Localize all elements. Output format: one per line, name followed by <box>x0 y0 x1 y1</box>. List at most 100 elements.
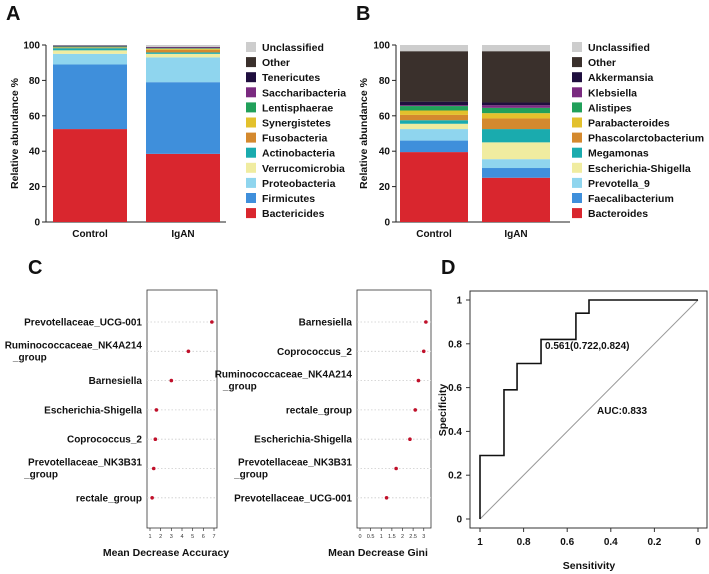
plot-box <box>356 289 432 529</box>
panel-label-b: B <box>356 3 370 25</box>
legend-swatch <box>246 208 256 219</box>
legend-label: Prevotella_9 <box>588 178 650 190</box>
category-label: Barnesiella <box>299 318 353 329</box>
bar-segment <box>400 114 468 121</box>
y-tick-label: 40 <box>379 147 391 158</box>
x-tick-label: 6 <box>202 534 205 540</box>
data-point <box>394 466 398 471</box>
category-label: Coprococcus_2 <box>277 347 352 358</box>
category-label: Ruminococcaceae_NK4A214 _group <box>215 370 353 393</box>
x-tick-label: 1 <box>148 534 151 540</box>
legend-swatch <box>246 193 256 203</box>
bar-segment <box>53 64 127 130</box>
y-tick-label: 80 <box>29 76 41 87</box>
bar-segment <box>53 46 127 48</box>
x-tick-label: 7 <box>212 534 215 540</box>
bar-segment <box>400 120 468 124</box>
y-tick-label: 0.2 <box>448 471 462 482</box>
x-tick-label: 0.5 <box>367 534 375 540</box>
bar-segment <box>482 45 550 52</box>
bar-segment <box>53 45 127 47</box>
x-tick-label: 0.8 <box>517 537 531 548</box>
data-point <box>151 466 156 471</box>
y-tick-label: 0 <box>34 218 40 229</box>
data-point <box>150 496 154 500</box>
x-tick-label: 0.2 <box>647 537 661 548</box>
y-tick-label: 20 <box>379 182 391 193</box>
bar-segment <box>482 129 550 143</box>
y-tick-label: 100 <box>23 41 40 52</box>
data-point <box>424 320 428 324</box>
y-axis-label: Relative abundance % <box>9 77 21 189</box>
panel-label-d: D <box>441 257 455 279</box>
y-axis-label: Specificity <box>437 384 449 437</box>
legend-swatch <box>572 132 582 143</box>
legend-label: Other <box>262 57 290 69</box>
y-tick-label: 0 <box>384 218 390 229</box>
category-label-line: _group <box>233 470 268 481</box>
legend-swatch <box>572 162 582 173</box>
bar-segment <box>400 105 468 107</box>
legend-swatch <box>246 42 256 52</box>
category-label-line: Ruminococcaceae_NK4A214 <box>215 370 353 381</box>
data-point <box>210 320 214 324</box>
chart-d-roc-curve: 1 0.8 0.6 0.4 0.2 0 0 0.2 0.4 0.6 0.8 1 Sensitivity S… <box>437 290 708 572</box>
data-point <box>186 349 191 354</box>
x-axis-label: Mean Decrease Accuracy <box>103 547 229 559</box>
x-tick-label: 3 <box>170 534 173 540</box>
bar-segment <box>400 106 468 111</box>
category-label: rectale_group <box>76 493 142 504</box>
bar-segment <box>482 102 550 106</box>
bar-segment <box>146 47 220 49</box>
legend-label: Bactericides <box>262 208 325 220</box>
x-category-label: Control <box>416 229 452 240</box>
legend-label: Parabacteroides <box>588 118 670 130</box>
bar-segment <box>400 101 468 106</box>
bar-segment <box>482 159 550 169</box>
legend-label: Bacteroides <box>588 208 648 220</box>
legend-swatch <box>572 87 582 98</box>
category-label: Ruminococcaceae_NK4A214 _group <box>5 340 143 363</box>
bar-segment <box>482 177 550 222</box>
legend-label: Unclassified <box>262 42 324 54</box>
y-tick-label: 1 <box>456 296 462 307</box>
panel-label-c: C <box>28 257 42 279</box>
legend-label: Escherichia-Shigella <box>588 163 691 175</box>
plot-box <box>469 290 708 529</box>
x-tick-label: 1 <box>380 534 383 540</box>
category-label: Prevotellaceae_NK3B31 _group <box>233 458 352 481</box>
legend-swatch <box>246 162 256 173</box>
bar-segment <box>400 123 468 130</box>
y-tick-label: 40 <box>29 147 41 158</box>
legend-swatch <box>572 177 582 188</box>
legend-swatch <box>572 193 582 203</box>
category-label: Escherichia-Shigella <box>254 435 352 446</box>
legend-label: Proteobacteria <box>262 178 336 190</box>
category-label-line: Prevotellaceae_NK3B31 <box>28 458 142 469</box>
legend-swatch <box>246 177 256 188</box>
legend-label: Tenericutes <box>262 72 320 84</box>
x-tick-label: 4 <box>180 534 183 540</box>
legend-swatch <box>572 117 582 128</box>
category-label-line: _group <box>222 382 257 393</box>
x-category-label: IgAN <box>171 229 194 240</box>
bar-segment <box>400 140 468 153</box>
y-tick-label: 0.8 <box>448 339 462 350</box>
data-point <box>153 437 158 442</box>
legend-swatch <box>572 57 582 68</box>
bar-segment <box>482 113 550 119</box>
panel-label-a: A <box>6 3 20 25</box>
y-tick-label: 60 <box>379 111 391 122</box>
x-tick-label: 1 <box>477 537 483 548</box>
x-tick-label: 2 <box>159 534 162 540</box>
legend-label: Lentisphaerae <box>262 102 333 114</box>
legend-swatch <box>246 147 256 158</box>
x-tick-label: 2 <box>401 534 404 540</box>
legend-label: Other <box>588 57 616 69</box>
bar-segment <box>400 129 468 141</box>
chart-c-mean-decrease-gini: Barnesiella Coprococcus_2 Ruminococcaceae_… <box>215 289 432 559</box>
data-point <box>416 378 421 383</box>
bar-segment <box>146 48 220 49</box>
y-axis-label: Relative abundance % <box>358 77 370 189</box>
legend-swatch <box>246 132 256 143</box>
